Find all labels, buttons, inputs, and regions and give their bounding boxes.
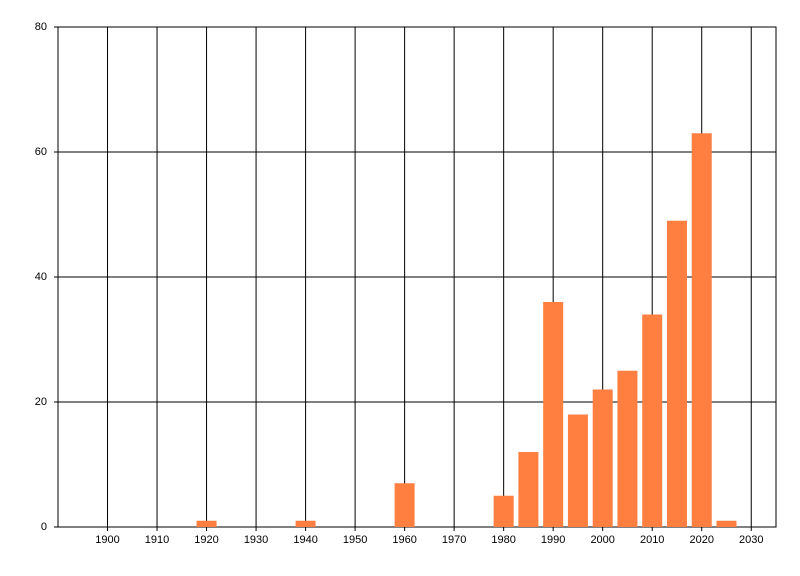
bar	[666, 220, 687, 527]
x-tick-label: 1960	[392, 534, 416, 546]
x-tick-label: 2000	[590, 534, 614, 546]
bar	[196, 520, 217, 527]
bar	[518, 452, 539, 527]
x-tick-label: 1990	[541, 534, 565, 546]
bar	[493, 495, 514, 527]
bar	[567, 414, 588, 527]
bar	[642, 314, 663, 527]
bar	[543, 302, 564, 527]
x-tick-label: 2010	[640, 534, 664, 546]
x-tick-label: 1970	[442, 534, 466, 546]
x-tick-label: 1950	[343, 534, 367, 546]
x-tick-label: 2020	[689, 534, 713, 546]
y-tick-label: 20	[35, 396, 47, 408]
y-tick-label: 40	[35, 271, 47, 283]
x-tick-label: 1980	[491, 534, 515, 546]
x-tick-label: 1940	[293, 534, 317, 546]
bar	[716, 520, 737, 527]
y-tick-label: 60	[35, 146, 47, 158]
bar	[691, 133, 712, 527]
bar	[295, 520, 316, 527]
x-tick-label: 1910	[145, 534, 169, 546]
bar	[617, 370, 638, 527]
x-tick-label: 1920	[194, 534, 218, 546]
bar	[394, 483, 415, 527]
y-tick-label: 80	[35, 21, 47, 33]
y-tick-label: 0	[41, 521, 47, 533]
x-tick-label: 2030	[739, 534, 763, 546]
x-tick-label: 1930	[244, 534, 268, 546]
x-tick-label: 1900	[95, 534, 119, 546]
bar	[592, 389, 613, 527]
